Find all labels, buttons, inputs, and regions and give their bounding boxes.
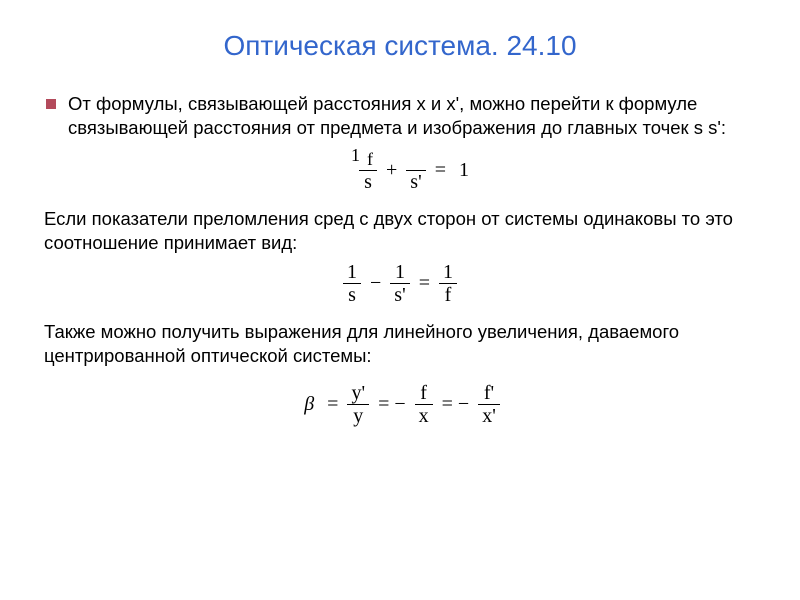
- f1-den2: s': [406, 171, 425, 193]
- f1-num1-b: f: [363, 149, 373, 169]
- f3-den2: x: [415, 405, 433, 427]
- f2-den1: s: [343, 284, 361, 306]
- formula-3: β = y' y = − f x = − f' x': [40, 382, 760, 427]
- f1-plus: +: [382, 159, 401, 181]
- f1-den1: s: [359, 171, 377, 193]
- f3-num3: f': [478, 382, 500, 405]
- f3-num1: y': [347, 382, 369, 405]
- f3-eq1: =: [323, 393, 342, 415]
- f1-num1-a: 1: [351, 146, 360, 166]
- f2-minus: −: [366, 272, 385, 294]
- paragraph-2: Если показатели преломления сред с двух …: [40, 207, 760, 255]
- f2-num3: 1: [439, 261, 457, 284]
- paragraph-3: Также можно получить выражения для линей…: [40, 320, 760, 368]
- f3-den3: x': [478, 405, 500, 427]
- f2-den3: f: [439, 284, 457, 306]
- formula-1: 1 f s + s' = 1: [56, 148, 776, 193]
- f2-eq: =: [415, 272, 434, 294]
- f2-num2: 1: [390, 261, 409, 284]
- f3-eq3: = −: [438, 393, 474, 415]
- f3-eq2: = −: [374, 393, 410, 415]
- f3-den1: y: [347, 405, 369, 427]
- f1-eq: =: [431, 159, 450, 181]
- slide-title: Оптическая система. 24.10: [40, 30, 760, 62]
- paragraph-1: От формулы, связывающей расстояния x и x…: [40, 92, 760, 140]
- slide: Оптическая система. 24.10 От формулы, св…: [0, 0, 800, 600]
- f3-num2: f: [415, 382, 433, 405]
- f1-rhs: 1: [455, 159, 473, 181]
- formula-2: 1 s − 1 s' = 1 f: [40, 261, 760, 306]
- f3-beta: β: [300, 393, 318, 415]
- f2-den2: s': [390, 284, 409, 306]
- f2-num1: 1: [343, 261, 361, 284]
